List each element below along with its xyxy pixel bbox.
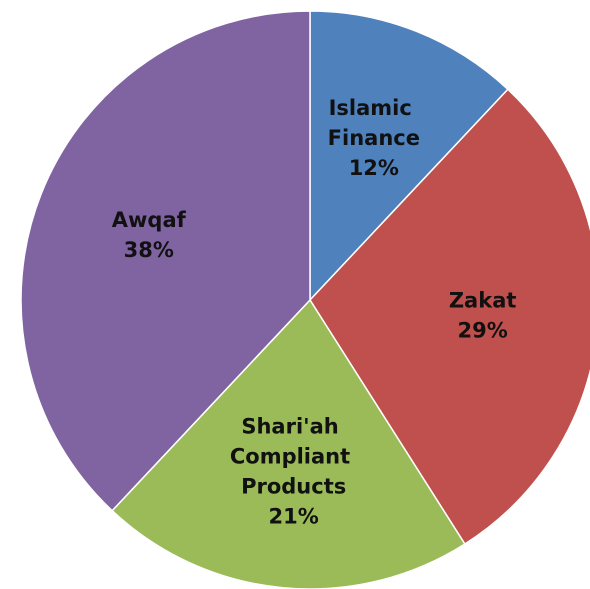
label-line: Zakat (449, 288, 517, 312)
label-line: Compliant (230, 445, 358, 469)
value-label: 21% (269, 505, 319, 529)
pie-slice (111, 298, 466, 589)
pie-slice (309, 10, 509, 302)
value-label: 38% (124, 238, 174, 262)
slice-label: Islamic Finance (328, 96, 420, 150)
label-line: Products (241, 475, 346, 499)
pie-slice (309, 88, 590, 546)
pie-slice (20, 10, 311, 512)
slice-label: Shari'ah Compliant Products (230, 415, 358, 499)
label-line: Islamic (329, 96, 420, 120)
slice-label: Zakat (449, 288, 517, 312)
slice-label: Awqaf (112, 208, 187, 232)
label-line: Finance (328, 126, 420, 150)
label-line: Shari'ah (241, 415, 346, 439)
value-label: 29% (457, 318, 507, 342)
value-label: 12% (349, 156, 399, 180)
label-line: Awqaf (112, 208, 187, 232)
